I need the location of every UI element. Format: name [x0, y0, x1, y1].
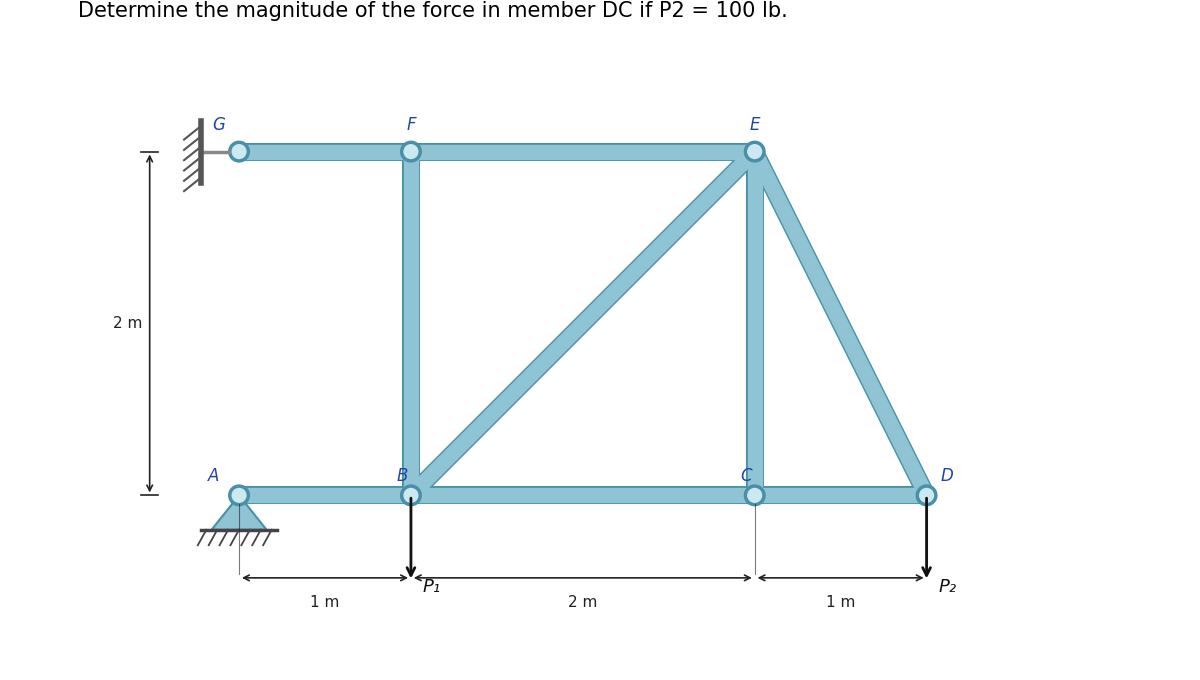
Circle shape	[744, 485, 766, 506]
Circle shape	[404, 488, 418, 503]
Circle shape	[917, 485, 937, 506]
Circle shape	[748, 488, 762, 503]
Text: 1 m: 1 m	[826, 595, 856, 610]
Text: 1 m: 1 m	[311, 595, 340, 610]
Text: P₂: P₂	[938, 578, 956, 596]
Polygon shape	[211, 495, 266, 530]
Circle shape	[232, 488, 246, 503]
Text: 2 m: 2 m	[568, 595, 598, 610]
Circle shape	[401, 141, 421, 162]
Circle shape	[401, 485, 421, 506]
Circle shape	[232, 145, 246, 158]
Circle shape	[229, 485, 250, 506]
Text: C: C	[740, 467, 752, 485]
Text: 2 m: 2 m	[113, 316, 142, 331]
Text: D: D	[941, 467, 954, 485]
Text: P₁: P₁	[422, 578, 442, 596]
Text: G: G	[212, 116, 224, 135]
Circle shape	[404, 145, 418, 158]
Text: E: E	[750, 116, 760, 135]
Text: A: A	[208, 467, 218, 485]
Text: F: F	[406, 116, 415, 135]
Circle shape	[919, 488, 934, 503]
Circle shape	[229, 141, 250, 162]
Text: Determine the magnitude of the force in member DC if P2 = 100 lb.: Determine the magnitude of the force in …	[78, 1, 787, 21]
Text: B: B	[397, 467, 408, 485]
Circle shape	[744, 141, 766, 162]
Circle shape	[748, 145, 762, 158]
